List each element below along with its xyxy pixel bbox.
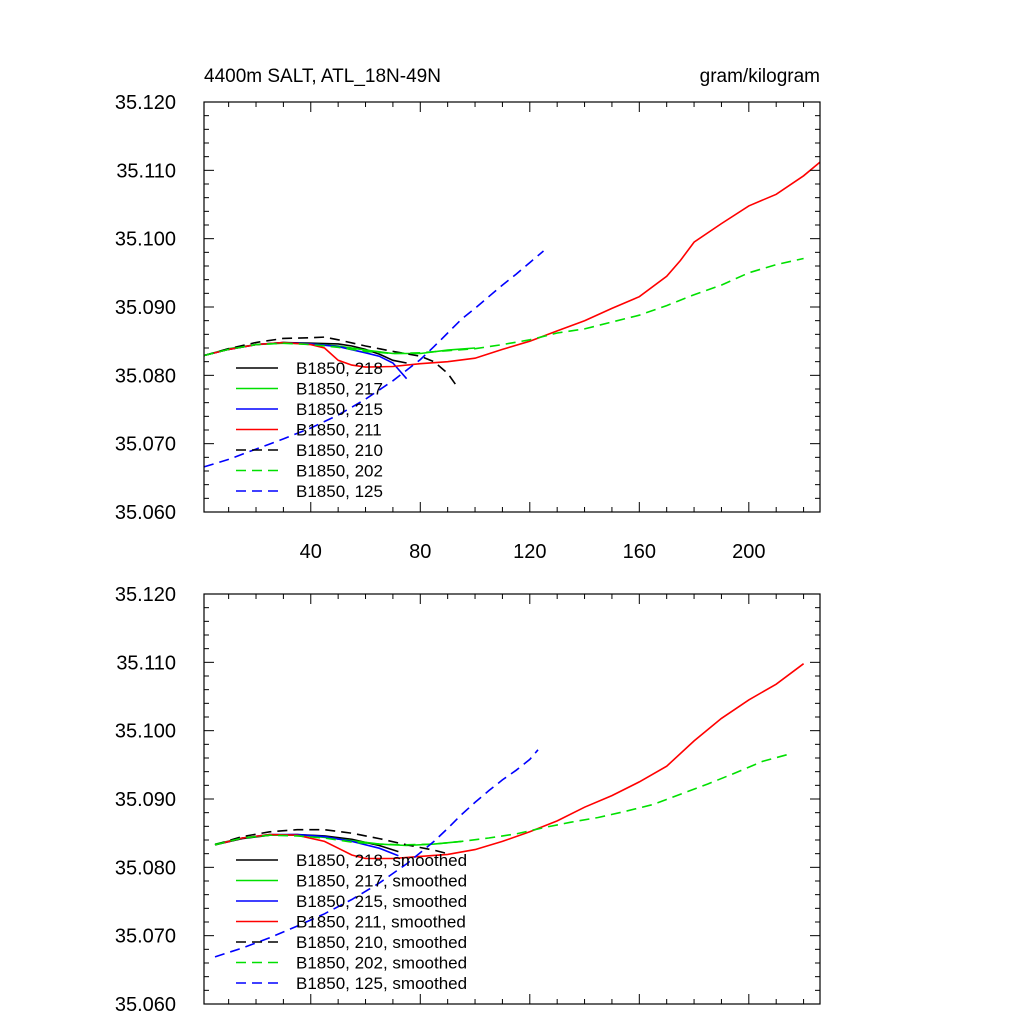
y-tick-label-1-2: 35.080	[115, 857, 176, 879]
series-line-1-4	[214, 828, 448, 855]
x-tick-label-0-4: 200	[732, 541, 765, 563]
legend-label-0-2: B1850, 215	[296, 400, 383, 419]
legend-label-1-4: B1850, 210, smoothed	[296, 933, 467, 952]
series-line-0-6	[203, 250, 545, 468]
plot-units-label: gram/kilogram	[700, 66, 820, 87]
y-tick-label-1-0: 35.060	[115, 994, 176, 1016]
legend-label-1-2: B1850, 215, smoothed	[296, 892, 467, 911]
y-tick-label-0-3: 35.090	[115, 297, 176, 319]
y-tick-label-0-1: 35.070	[115, 434, 176, 456]
legend-label-0-1: B1850, 217	[296, 380, 383, 399]
legend-label-1-1: B1850, 217, smoothed	[296, 872, 467, 891]
legend-label-1-6: B1850, 125, smoothed	[296, 974, 467, 993]
x-tick-label-0-3: 160	[623, 541, 656, 563]
y-tick-label-0-5: 35.110	[116, 160, 176, 182]
legend-label-0-3: B1850, 211	[296, 421, 382, 440]
y-tick-label-0-6: 35.120	[115, 92, 176, 114]
x-tick-label-0-0: 40	[300, 541, 322, 563]
y-tick-label-1-3: 35.090	[115, 789, 176, 811]
series-line-1-5	[214, 753, 791, 846]
series-line-0-4	[203, 336, 457, 386]
series-line-0-3	[203, 161, 821, 368]
legend-label-1-0: B1850, 218, smoothed	[296, 851, 467, 870]
y-tick-label-0-2: 35.080	[115, 365, 176, 387]
legend-label-0-5: B1850, 202	[296, 462, 383, 481]
series-line-1-6	[214, 749, 539, 958]
y-tick-label-1-6: 35.120	[115, 584, 176, 606]
y-tick-label-1-1: 35.070	[115, 926, 176, 948]
y-tick-label-1-5: 35.110	[116, 652, 176, 674]
plot-title-left: 4400m SALT, ATL_18N-49N	[204, 66, 441, 87]
legend-label-1-5: B1850, 202, smoothed	[296, 954, 467, 973]
x-tick-label-0-2: 120	[513, 541, 546, 563]
legend-label-0-0: B1850, 218	[296, 359, 383, 378]
series-line-0-5	[203, 257, 804, 357]
series-line-1-3	[214, 663, 805, 860]
y-tick-label-1-4: 35.100	[115, 721, 176, 743]
y-tick-label-0-4: 35.100	[115, 229, 176, 251]
x-tick-label-0-1: 80	[409, 541, 431, 563]
top-panel: 4400m SALT, ATL_18N-49N gram/kilogram 35…	[115, 66, 821, 563]
legend-label-0-6: B1850, 125	[296, 482, 383, 501]
y-tick-label-0-0: 35.060	[115, 502, 176, 524]
legend-label-0-4: B1850, 210	[296, 441, 383, 460]
bottom-panel: 35.060 35.070 35.080 35.090 35.100 35.110 35.1…	[115, 584, 821, 1016]
legend-label-1-3: B1850, 211, smoothed	[296, 913, 466, 932]
